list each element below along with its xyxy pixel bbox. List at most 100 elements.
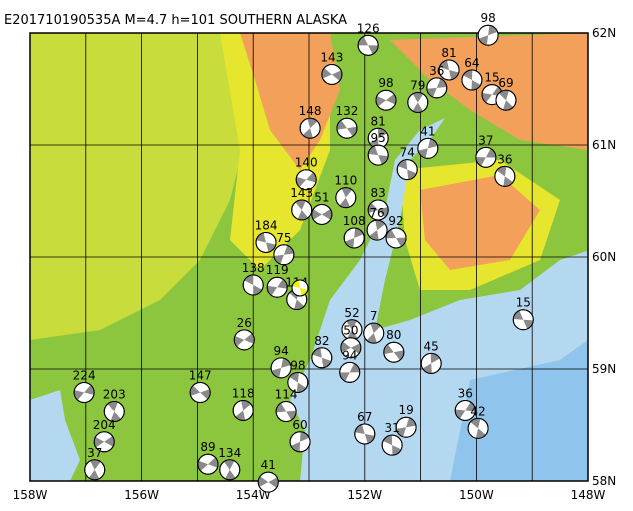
- event: 108: [343, 214, 366, 249]
- event-label: 224: [73, 369, 96, 383]
- event: 74: [396, 146, 418, 181]
- event: 76: [366, 206, 388, 241]
- beachball-quadrant: [378, 155, 389, 165]
- beachball-quadrant: [339, 372, 350, 382]
- beachball-quadrant: [296, 176, 307, 188]
- beachball-rim: [383, 341, 405, 363]
- beachball-rim: [495, 89, 517, 111]
- event-label: 36: [497, 152, 512, 166]
- event-label: 134: [218, 446, 241, 460]
- beachball-quadrant: [502, 100, 514, 111]
- event-label: 45: [424, 339, 439, 353]
- beachball-quadrant: [295, 199, 306, 210]
- event: 50: [340, 324, 362, 359]
- beachball-quadrant: [266, 242, 276, 253]
- beachball-quadrant: [267, 285, 278, 296]
- beachball-rim: [477, 24, 499, 46]
- beachball-quadrant: [426, 87, 437, 98]
- beachball-rim: [339, 361, 361, 383]
- beachball-quadrant: [256, 232, 267, 243]
- beachball-rim: [417, 137, 439, 159]
- event: 119: [266, 263, 289, 298]
- event-label: 132: [335, 104, 358, 118]
- beachball-rim: [375, 89, 397, 111]
- beachball-quadrant: [436, 78, 447, 88]
- beachball-quadrant: [396, 427, 407, 437]
- event: 89: [197, 440, 219, 475]
- event: 138: [242, 261, 265, 296]
- event: 110: [334, 174, 357, 209]
- event-label: 15: [516, 296, 531, 310]
- beachball-quadrant: [366, 333, 377, 344]
- event: 64: [461, 56, 483, 91]
- event-label: 83: [371, 186, 386, 200]
- beachball-quadrant: [302, 128, 313, 139]
- beachball-quadrant: [350, 343, 361, 354]
- beachball-quadrant: [513, 310, 524, 320]
- event: 45: [420, 339, 442, 374]
- event-label: 118: [232, 386, 255, 400]
- beachball-quadrant: [478, 35, 489, 46]
- beachball-quadrant: [223, 459, 235, 470]
- beachball-rim: [219, 459, 241, 481]
- beachball-rim: [291, 279, 309, 297]
- event: 81: [438, 46, 460, 81]
- event: 148: [299, 104, 322, 139]
- y-tick-label: 58N: [592, 474, 616, 488]
- beachball-quadrant: [294, 299, 305, 310]
- beachball-quadrant: [368, 45, 379, 55]
- beachball-rim: [242, 274, 264, 296]
- beachball-rim: [321, 63, 343, 85]
- event: 94: [339, 348, 361, 383]
- beachball-quadrant: [412, 92, 424, 103]
- event-label: 92: [388, 214, 403, 228]
- beachball-quadrant: [268, 477, 279, 488]
- event: 82: [311, 334, 333, 369]
- event-label: 41: [261, 458, 276, 472]
- beachball-rim: [357, 34, 379, 56]
- event-label: 94: [273, 344, 288, 358]
- beachball-quadrant: [321, 68, 332, 79]
- event: 95: [367, 131, 389, 166]
- beachball-quadrant: [349, 363, 360, 373]
- beachball-rim: [311, 203, 333, 225]
- event-label: 98: [290, 358, 305, 372]
- beachball-quadrant: [340, 341, 351, 353]
- event: 37: [84, 446, 106, 481]
- beachball-rim: [73, 382, 95, 404]
- beachball-rim: [381, 434, 403, 456]
- beachball-quadrant: [292, 280, 300, 288]
- event: 41: [257, 458, 279, 493]
- beachball-rim: [335, 187, 357, 209]
- event-label: 64: [464, 56, 479, 70]
- beachball-quadrant: [344, 237, 355, 248]
- beachball-rim: [494, 165, 516, 187]
- beachball-quadrant: [376, 95, 387, 107]
- event: 118: [232, 386, 255, 421]
- beachball-quadrant: [503, 176, 513, 187]
- beachball-quadrant: [369, 230, 379, 241]
- event: 203: [103, 388, 126, 423]
- beachball-quadrant: [198, 460, 209, 472]
- beachball-rim: [103, 401, 125, 423]
- beachball-quadrant: [208, 457, 219, 468]
- beachball-rim: [363, 322, 385, 344]
- x-tick-label: 152W: [347, 488, 382, 502]
- event-label: 36: [458, 386, 473, 400]
- event-label: 31: [385, 421, 400, 435]
- beachball-quadrant: [370, 323, 381, 334]
- beachball-quadrant: [364, 433, 375, 444]
- beachball-rim: [255, 231, 277, 253]
- event-label: 119: [266, 263, 289, 277]
- event: 81: [367, 114, 389, 149]
- beachball-rim: [407, 91, 429, 113]
- beachball-rim: [512, 309, 534, 331]
- beachball-quadrant: [307, 118, 318, 129]
- event-label: 98: [480, 11, 495, 25]
- event: 98: [375, 76, 397, 111]
- beachball-rim: [396, 159, 418, 181]
- y-tick-label: 59N: [592, 362, 616, 376]
- beachball-quadrant: [107, 401, 118, 412]
- event: 134: [218, 446, 241, 481]
- beachball-quadrant: [311, 209, 322, 220]
